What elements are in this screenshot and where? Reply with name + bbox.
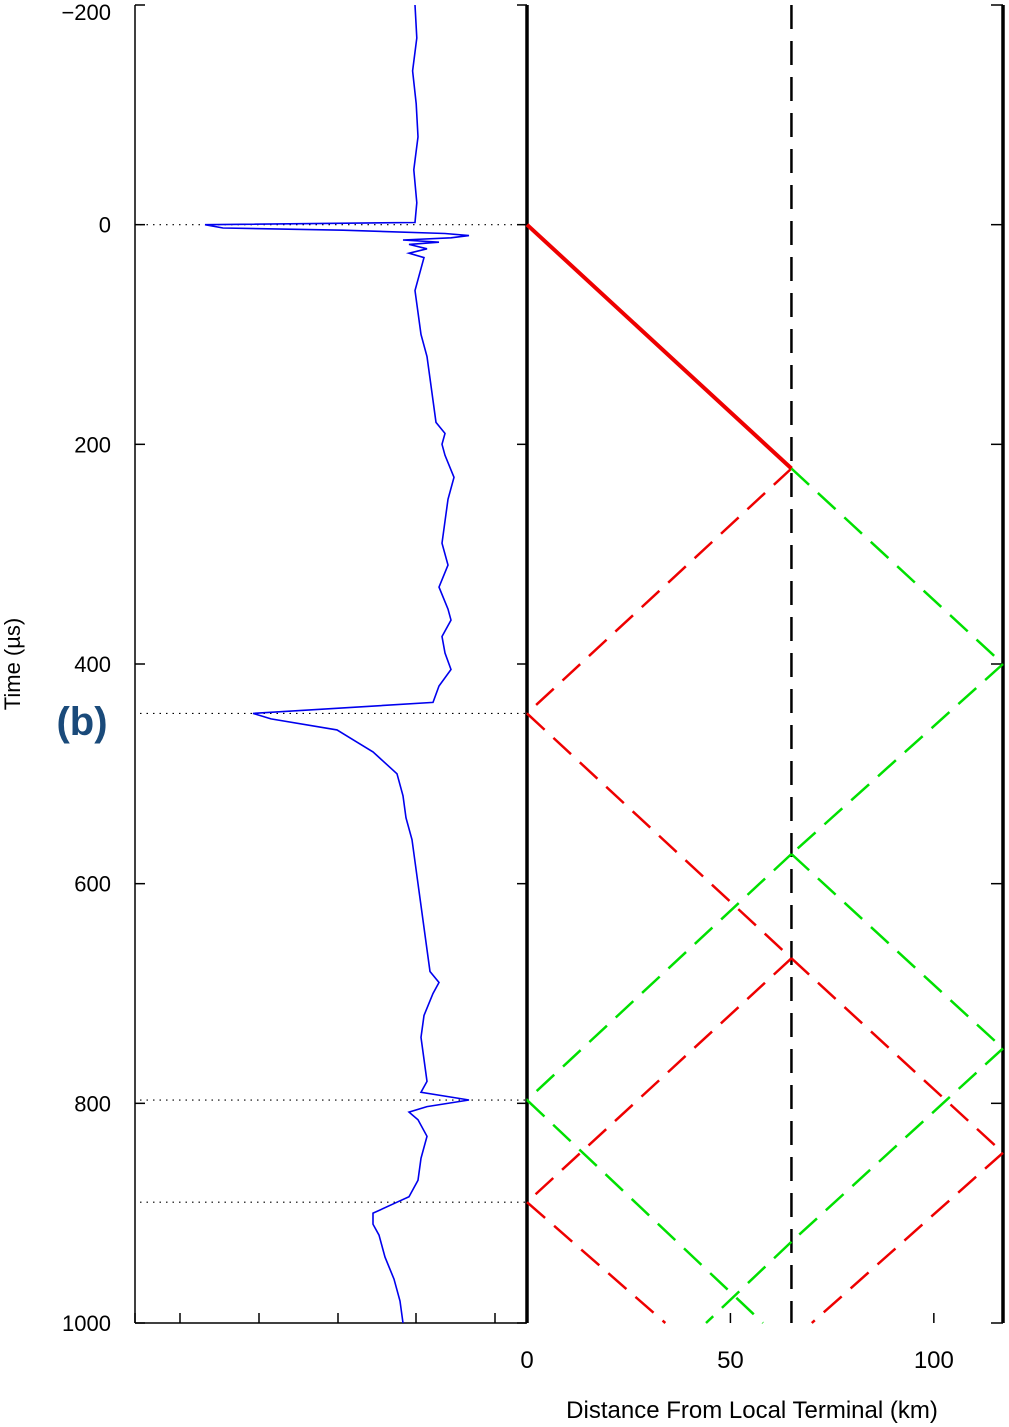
wave-segment <box>790 853 1004 1050</box>
series-green-reflections <box>526 467 1004 1324</box>
lattice-series <box>525 223 1004 1324</box>
wave-segment <box>526 712 793 960</box>
time-markers <box>140 224 527 1203</box>
y-tick-label: 0 <box>99 213 111 238</box>
y-tick-label: 600 <box>74 872 111 897</box>
x-tick-label: 0 <box>520 1347 533 1374</box>
bottom-ticks: 0 50 100 <box>134 1313 954 1374</box>
wave-segment <box>790 663 1004 855</box>
wave-segment <box>790 467 1004 665</box>
wave-segment <box>526 957 793 1204</box>
y-tick-label: 200 <box>74 432 111 457</box>
wave-segment <box>810 1151 1004 1324</box>
wave-segment <box>526 467 793 715</box>
y-tick-label: 800 <box>74 1091 111 1116</box>
lattice-plot <box>525 5 1005 1324</box>
y-ticks: −200 0 200 400 600 800 1000 <box>61 0 1003 1336</box>
wave-segment <box>790 957 1004 1154</box>
wave-segment <box>705 1240 793 1324</box>
y-tick-label: −200 <box>61 0 111 25</box>
series-initial-wave <box>525 223 793 470</box>
y-tick-label: 400 <box>74 652 111 677</box>
wave-segment <box>790 1047 1004 1243</box>
y-axis-label: Time (µs) <box>0 618 25 711</box>
panel-label: (b) <box>56 700 107 744</box>
wave-segment <box>526 1099 764 1324</box>
x-tick-label: 50 <box>717 1347 744 1374</box>
series-red-reflections <box>526 467 1004 1324</box>
wave-segment <box>526 853 793 1101</box>
wave-segment <box>525 223 793 470</box>
y-tick-label: 1000 <box>62 1311 111 1336</box>
x-axis-label: Distance From Local Terminal (km) <box>566 1397 938 1424</box>
waveform-axes <box>134 5 526 1324</box>
x-tick-label: 100 <box>914 1347 954 1374</box>
wave-segment <box>526 1201 667 1324</box>
waveform-line <box>204 4 470 1324</box>
